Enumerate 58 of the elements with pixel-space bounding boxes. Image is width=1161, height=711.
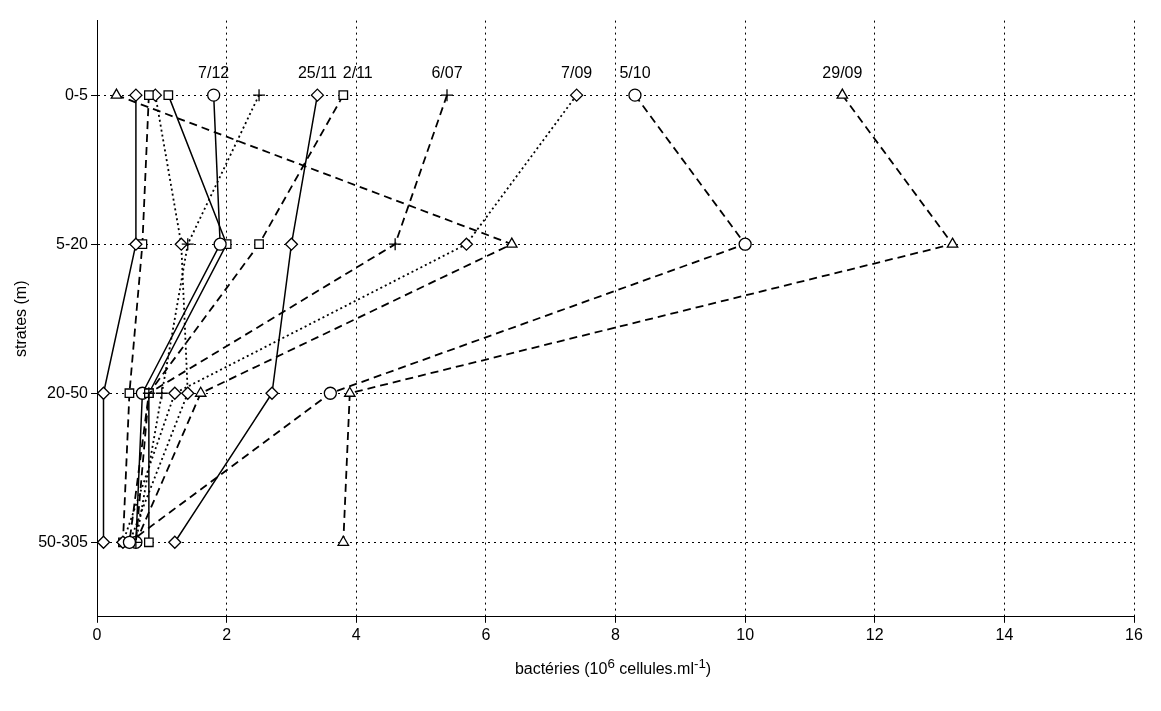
point [168, 535, 182, 549]
point [163, 90, 174, 101]
x-tick-label: 16 [1125, 625, 1143, 643]
point [505, 237, 518, 248]
x-tick-label: 12 [865, 625, 884, 643]
series-label: 7/12 [198, 63, 230, 81]
x-tick-label: 2 [222, 625, 232, 643]
y-axis-title: strates (m) [12, 280, 30, 357]
series-label: 6/07 [431, 63, 463, 81]
point [323, 386, 337, 400]
point [213, 237, 227, 251]
point [338, 90, 349, 101]
point [168, 386, 182, 400]
point [310, 88, 325, 102]
y-tick-label: 5-20 [55, 234, 89, 252]
x-tick-label: 14 [995, 625, 1014, 643]
point [110, 88, 123, 99]
point [181, 237, 195, 251]
point [97, 386, 111, 400]
x-axis-title: bactéries (10$^{6}$ cellules.ml$^{-1}$) [513, 656, 713, 679]
series-label: 5/10 [619, 63, 651, 81]
point [97, 535, 111, 549]
point [628, 88, 642, 102]
point [946, 237, 959, 248]
point [337, 535, 350, 546]
x-tick-label: 0 [92, 625, 102, 643]
point [143, 90, 154, 101]
series-label: 2/11 [342, 63, 373, 81]
point [459, 237, 474, 251]
point [129, 237, 143, 251]
point [440, 88, 454, 102]
point [254, 239, 264, 250]
series-label: 29/09 [822, 63, 863, 81]
series-label: 7/09 [561, 63, 593, 81]
y-tick-label: 20-50 [47, 383, 89, 401]
point [181, 386, 195, 400]
point [569, 88, 584, 102]
point [129, 88, 143, 102]
x-tick-label: 8 [611, 625, 621, 643]
point [284, 237, 299, 251]
point [836, 88, 849, 99]
y-tick-label: 50-305 [38, 532, 89, 550]
x-tick-label: 10 [736, 625, 755, 643]
x-tick-label: 4 [351, 625, 361, 643]
point [143, 537, 154, 548]
point [343, 386, 356, 397]
point [252, 88, 266, 102]
point [738, 237, 752, 251]
y-tick-label: 0-5 [64, 85, 89, 103]
point [388, 237, 402, 251]
point [174, 237, 188, 251]
point [207, 88, 221, 102]
point [265, 386, 279, 400]
point [194, 386, 207, 397]
x-tick-label: 6 [481, 625, 491, 643]
point [155, 386, 169, 400]
series-label: 25/11 [297, 63, 337, 81]
point [124, 388, 135, 399]
